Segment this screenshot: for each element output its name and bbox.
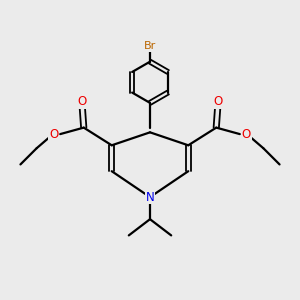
Text: N: N — [146, 190, 154, 204]
Text: O: O — [78, 95, 87, 108]
Text: O: O — [213, 95, 222, 108]
Text: Br: Br — [144, 41, 156, 51]
Text: O: O — [49, 128, 58, 141]
Text: O: O — [242, 128, 251, 141]
